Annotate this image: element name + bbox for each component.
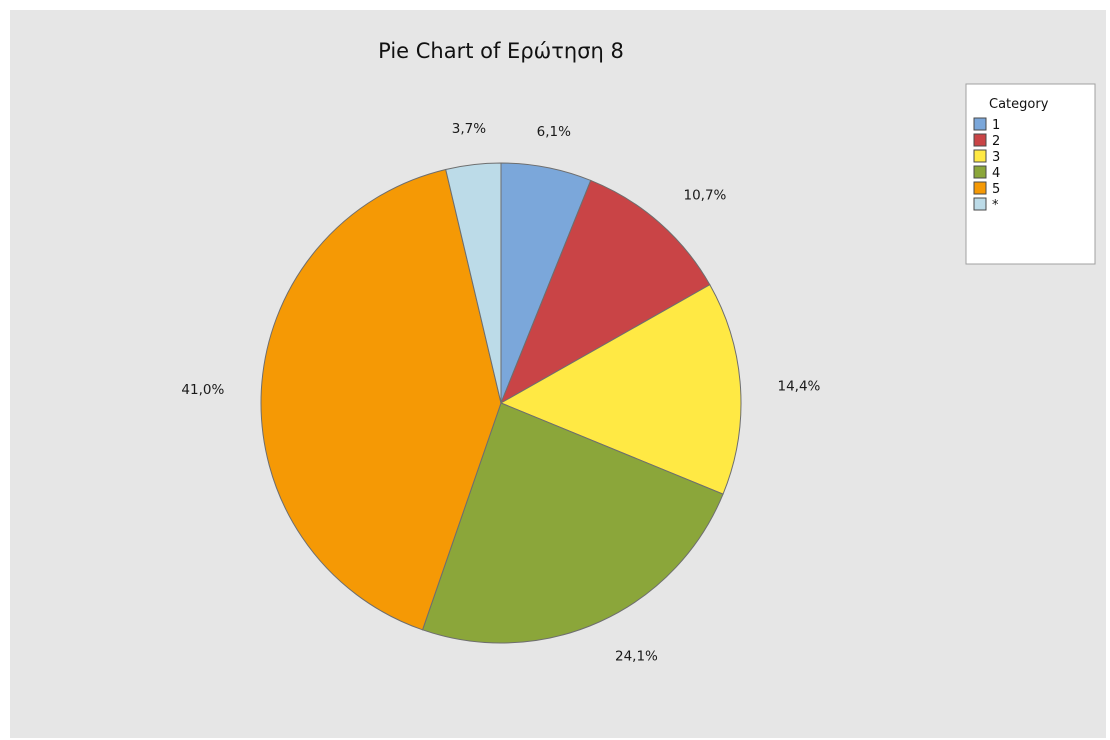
legend-label-4: 4 — [992, 166, 1000, 181]
pie-slice-5 — [260, 168, 502, 631]
legend-swatch-1 — [973, 117, 987, 131]
legend-label-2: 2 — [992, 134, 1000, 149]
pie-slices — [260, 162, 742, 644]
legend-swatch-2 — [973, 133, 987, 147]
pie-slice-4 — [421, 402, 724, 644]
slice-label-2: 10,7% — [684, 188, 727, 204]
legend-box — [965, 83, 1096, 265]
slice-label-3: 14,4% — [778, 379, 821, 395]
legend-swatch-missing — [973, 197, 987, 211]
pie-slice-3 — [499, 284, 742, 495]
legend-label-5: 5 — [992, 182, 1000, 197]
chart-title: Pie Chart of Ερώτηση 8 — [378, 39, 624, 63]
slice-label-5: 41,0% — [181, 382, 224, 398]
legend-title: Category — [989, 97, 1049, 112]
legend-swatch-3 — [973, 149, 987, 163]
slice-label-missing: 3,7% — [452, 121, 486, 137]
legend-swatch-5 — [973, 181, 987, 195]
pie-slice-labels: 6,1% 10,7% 14,4% 24,1% 41,0% 3,7% — [181, 121, 820, 665]
pie-slice-2 — [500, 179, 711, 405]
legend-label-missing: * — [992, 198, 999, 213]
legend-label-1: 1 — [992, 118, 1000, 133]
slice-label-1: 6,1% — [537, 124, 571, 140]
pie-slice-missing — [445, 162, 502, 404]
legend-label-3: 3 — [992, 150, 1000, 165]
legend-swatch-4 — [973, 165, 987, 179]
slice-label-4: 24,1% — [615, 649, 658, 665]
